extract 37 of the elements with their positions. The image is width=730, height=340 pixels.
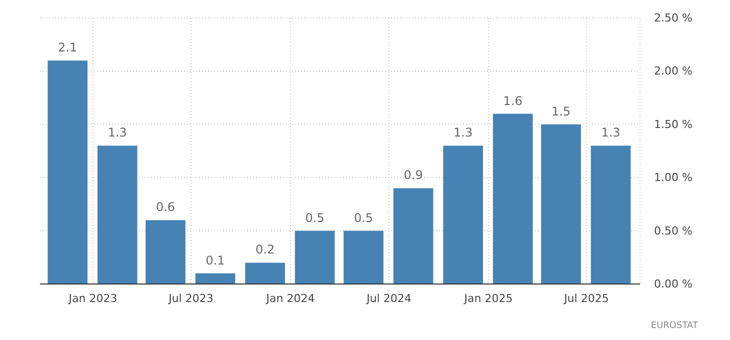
data-label: 0.2 <box>256 242 275 257</box>
data-label: 0.5 <box>354 210 374 225</box>
y-tick-label: 2.00 % <box>654 64 692 78</box>
data-label: 1.3 <box>108 126 127 140</box>
bar <box>492 114 533 284</box>
bar <box>590 146 631 284</box>
bar <box>541 124 581 284</box>
data-label: 2.1 <box>58 40 78 55</box>
bar <box>344 230 384 284</box>
bar <box>245 262 285 284</box>
y-tick-label: 0.50 % <box>654 224 692 238</box>
data-label: 1.3 <box>601 126 620 140</box>
y-tick-label: 0.00 % <box>654 278 692 291</box>
bar <box>97 146 138 284</box>
x-tick-label: Jan 2025 <box>463 292 513 305</box>
x-tick-label: Jan 2024 <box>265 292 315 305</box>
data-label: 0.5 <box>305 210 324 225</box>
data-label: 0.9 <box>404 168 423 182</box>
x-tick-label: Jul 2025 <box>563 292 609 305</box>
bar <box>294 230 335 284</box>
y-tick-label: 1.00 % <box>654 171 692 184</box>
bar <box>443 146 483 284</box>
data-label: 0.6 <box>156 200 176 214</box>
data-label: 1.3 <box>454 126 473 140</box>
x-tick-label: Jul 2024 <box>366 292 412 305</box>
y-tick-label: 2.50 % <box>654 12 692 25</box>
bar <box>146 220 186 284</box>
bar <box>195 273 236 284</box>
x-tick-label: Jan 2023 <box>68 292 118 305</box>
text: EUROSTAT <box>650 321 698 331</box>
data-label: 1.5 <box>551 104 571 118</box>
y-tick-label: 1.50 % <box>654 118 692 131</box>
data-label: 1.6 <box>503 94 522 108</box>
bar <box>48 60 88 284</box>
data-label: 0.1 <box>206 253 225 268</box>
bar <box>393 188 434 284</box>
x-tick-label: Jul 2023 <box>168 292 214 305</box>
